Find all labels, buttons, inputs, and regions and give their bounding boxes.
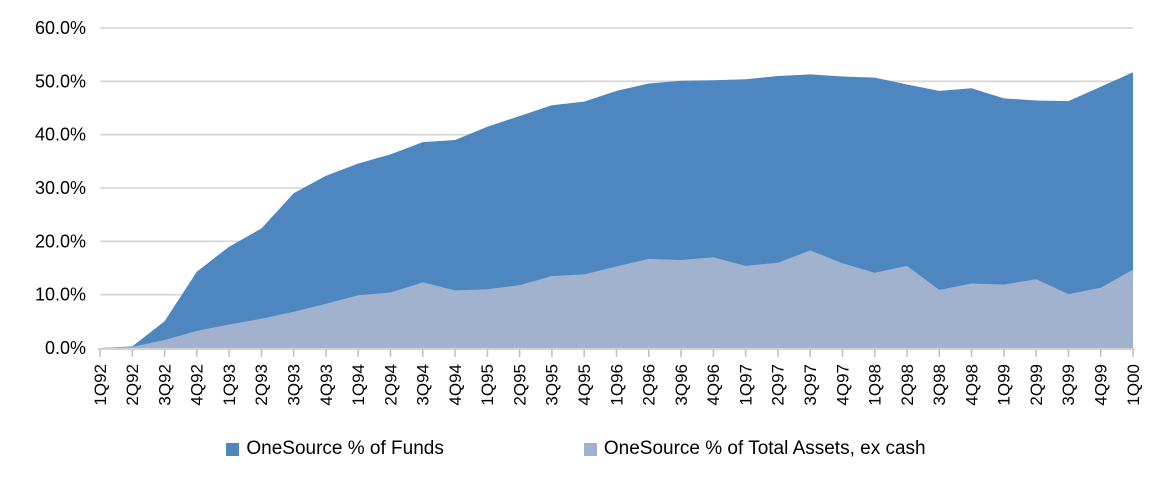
y-axis-labels: 0.0% 10.0% 20.0% 30.0% 40.0% 50.0% 60.0% — [35, 18, 86, 358]
area-chart: 0.0% 10.0% 20.0% 30.0% 40.0% 50.0% 60.0% 1Q92 2Q… — [35, 18, 1143, 406]
x-tick-label: 2Q93 — [252, 364, 271, 406]
x-tick-label: 3Q92 — [155, 364, 174, 406]
y-tick-label: 60.0% — [35, 18, 86, 38]
x-tick-label: 2Q99 — [1027, 364, 1046, 406]
x-tick-label: 4Q99 — [1091, 364, 1110, 406]
x-tick-label: 3Q94 — [414, 364, 433, 406]
legend-label-total-assets: OneSource % of Total Assets, ex cash — [603, 438, 926, 459]
x-axis-labels: 1Q92 2Q92 3Q92 4Q92 1Q93 2Q93 3Q93 4Q93 1Q94 2Q94… — [91, 364, 1143, 406]
x-axis — [98, 348, 1135, 357]
x-tick-label: 1Q98 — [866, 364, 885, 406]
x-tick-label: 2Q98 — [898, 364, 917, 406]
y-tick-label: 20.0% — [35, 231, 86, 251]
x-tick-label: 3Q97 — [801, 364, 820, 406]
x-tick-label: 4Q95 — [575, 364, 594, 406]
x-tick-label: 2Q95 — [510, 364, 529, 406]
x-tick-label: 4Q93 — [317, 364, 336, 406]
x-tick-label: 1Q93 — [220, 364, 239, 406]
y-tick-label: 30.0% — [35, 178, 86, 198]
y-tick-label: 0.0% — [45, 338, 86, 358]
x-tick-label: 1Q99 — [995, 364, 1014, 406]
x-tick-label: 3Q96 — [672, 364, 691, 406]
legend-label-funds: OneSource % of Funds — [246, 438, 444, 459]
x-tick-label: 1Q94 — [349, 364, 368, 406]
x-tick-label: 1Q95 — [478, 364, 497, 406]
x-tick-label: 3Q93 — [284, 364, 303, 406]
x-tick-label: 2Q97 — [769, 364, 788, 406]
x-tick-label: 4Q98 — [962, 364, 981, 406]
x-tick-label: 4Q94 — [446, 364, 465, 406]
x-tick-label: 4Q96 — [704, 364, 723, 406]
x-tick-label: 3Q98 — [930, 364, 949, 406]
x-tick-label: 1Q97 — [736, 364, 755, 406]
x-tick-label: 1Q96 — [607, 364, 626, 406]
x-tick-label: 1Q92 — [91, 364, 110, 406]
legend-swatch-funds-icon — [226, 442, 240, 456]
x-tick-label: 2Q94 — [381, 364, 400, 406]
legend-item-funds: OneSource % of Funds — [226, 438, 444, 460]
x-tick-label: 4Q97 — [833, 364, 852, 406]
x-tick-label: 3Q99 — [1059, 364, 1078, 406]
y-tick-label: 40.0% — [35, 125, 86, 145]
x-tick-label: 3Q95 — [543, 364, 562, 406]
y-tick-label: 10.0% — [35, 285, 86, 305]
x-tick-label: 4Q92 — [188, 364, 207, 406]
x-tick-label: 1Q00 — [1124, 364, 1143, 406]
legend-swatch-total-assets-icon — [583, 442, 597, 456]
y-tick-label: 50.0% — [35, 71, 86, 91]
x-tick-label: 2Q96 — [640, 364, 659, 406]
legend-item-total-assets: OneSource % of Total Assets, ex cash — [583, 438, 926, 460]
series-area-total-assets — [100, 250, 1133, 348]
x-tick-label: 2Q92 — [123, 364, 142, 406]
legend: OneSource % of Funds OneSource % of Tota… — [0, 438, 1152, 460]
